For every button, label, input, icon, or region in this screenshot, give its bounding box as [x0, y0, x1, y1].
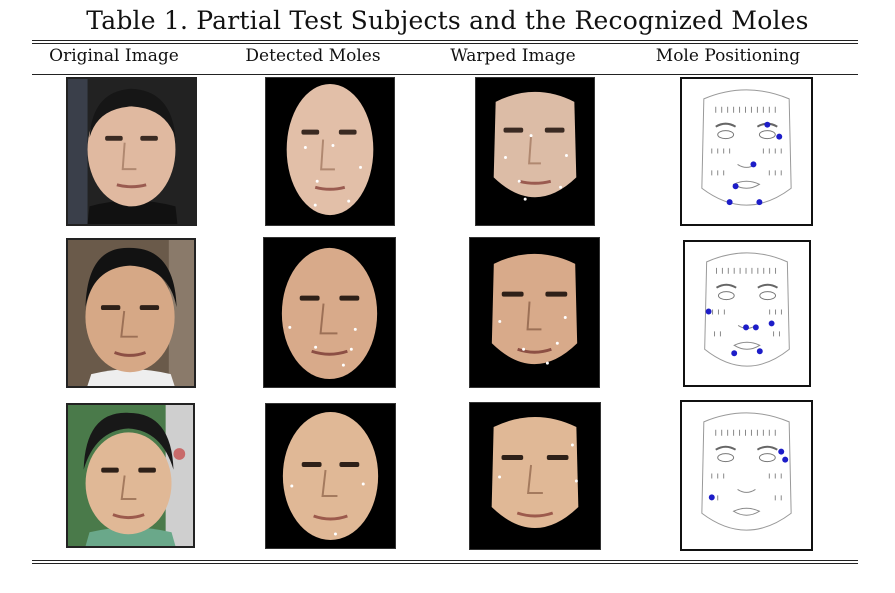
detected-moles-image-1: [265, 77, 395, 226]
col-header-positioning: Mole Positioning: [655, 46, 801, 66]
original-image-2: [66, 238, 196, 388]
bottom-rule-1: [32, 560, 858, 561]
original-image-3: [66, 403, 195, 548]
warped-image-1: [475, 77, 595, 226]
top-rule-1: [32, 40, 858, 41]
detected-moles-image-3: [265, 403, 396, 549]
col-header-warped: Warped Image: [450, 46, 576, 66]
detected-moles-image-2: [263, 237, 396, 388]
warped-image-3: [469, 402, 601, 550]
mole-positioning-diagram-2: [683, 240, 811, 387]
bottom-rule-2: [32, 563, 858, 564]
col-header-original: Original Image: [49, 46, 179, 66]
mole-positioning-diagram-1: [680, 77, 813, 226]
warped-image-2: [469, 237, 600, 388]
table-caption: Table 1. Partial Test Subjects and the R…: [86, 6, 809, 35]
mole-positioning-diagram-3: [680, 400, 813, 551]
header-rule: [32, 74, 858, 75]
col-header-detected: Detected Moles: [245, 46, 381, 66]
top-rule-2: [32, 43, 858, 44]
original-image-1: [66, 77, 197, 226]
